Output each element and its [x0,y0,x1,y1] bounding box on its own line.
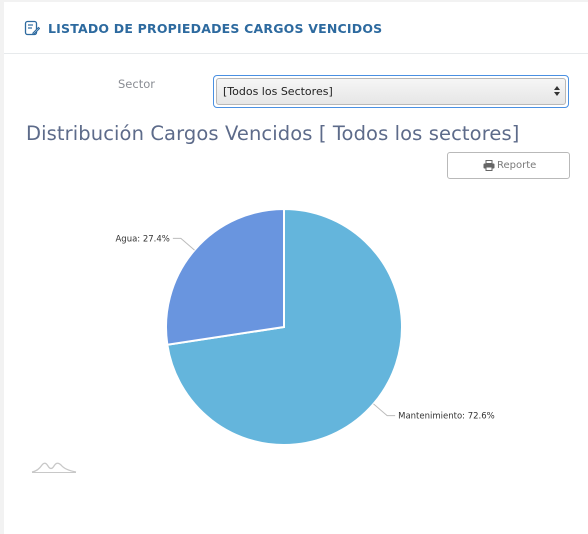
pie-label-mantenimiento: Mantenimiento: 72.6% [398,412,495,422]
pie-slice-agua[interactable] [165,207,285,346]
chart-watermark-logo [31,462,77,473]
sector-label: Sector [118,77,155,91]
sector-select[interactable]: [Todos los Sectores] [213,75,569,108]
report-button[interactable]: Reporte [447,152,570,179]
pie-leader-line-mantenimiento [373,403,396,417]
select-arrows-icon [554,86,560,96]
pie-label-agua: Agua: 27.4% [115,234,169,244]
report-button-label: Reporte [497,160,537,171]
edit-document-icon [24,20,40,36]
panel-header: LISTADO DE PROPIEDADES CARGOS VENCIDOS [4,2,588,54]
chart-title: Distribución Cargos Vencidos [ Todos los… [26,122,520,145]
pie-chart: Mantenimiento: 72.6% Agua: 27.4% [115,207,495,446]
main-panel: LISTADO DE PROPIEDADES CARGOS VENCIDOS S… [4,2,588,534]
sector-select-box[interactable]: [Todos los Sectores] [216,78,566,105]
sector-select-value: [Todos los Sectores] [223,85,333,98]
page-title: LISTADO DE PROPIEDADES CARGOS VENCIDOS [48,21,383,36]
print-icon [483,160,495,171]
pie-leader-line-agua [172,237,195,251]
